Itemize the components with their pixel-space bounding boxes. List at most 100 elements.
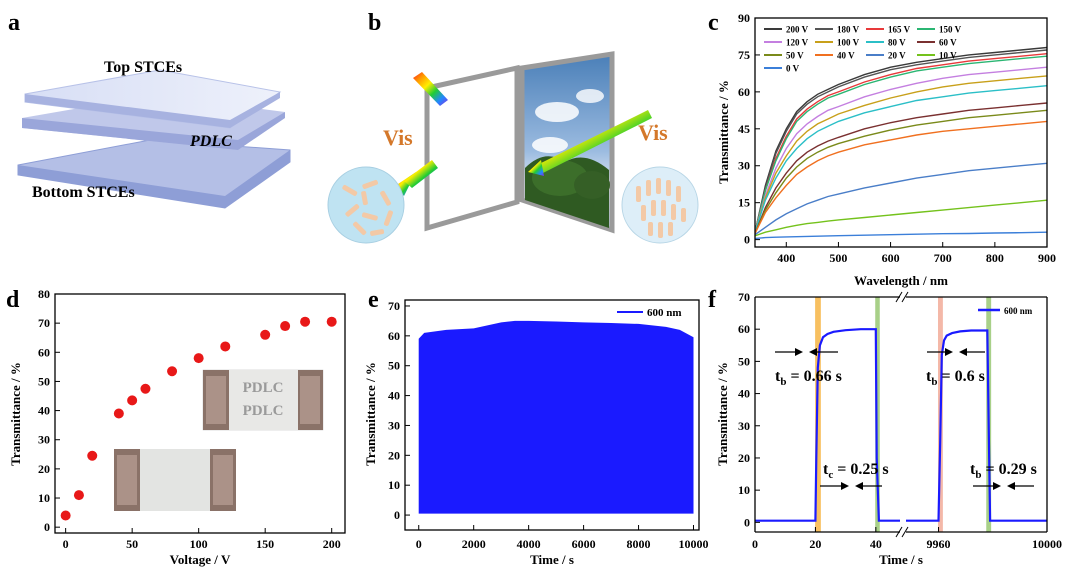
chart-c-legend-label-3: 150 V	[939, 25, 962, 35]
tb2-symbol: t	[926, 368, 932, 385]
panel-c-label: c	[708, 10, 719, 36]
chart-e-legend-label: 600 nm	[647, 307, 682, 319]
chart-c-xtick-label-3: 700	[934, 251, 952, 265]
chart-e-xtick-label-1: 2000	[462, 537, 486, 551]
chart-e-ytick-label-3: 30	[388, 418, 400, 432]
bottom-stces-label: Bottom STCEs	[32, 184, 135, 201]
vis-label-right: Vis	[638, 120, 668, 145]
chart-d-xtick-label-1: 50	[126, 537, 138, 551]
chart-c-legend-label-4: 120 V	[786, 38, 809, 48]
chart-c-legend: 200 V 180 V 165 V 150 V 120 V 100 V 80 V 60 V 50…	[764, 25, 962, 74]
chart-d-point-4	[127, 395, 138, 406]
chart-c-frame	[754, 17, 1048, 248]
chart-f-ytick-label-6: 60	[738, 322, 750, 336]
chart-c-series-8	[755, 109, 1047, 234]
vis-label-left: Vis	[383, 125, 413, 150]
chart-f-legend-label: 600 nm	[1004, 306, 1033, 316]
chart-c-series-12	[755, 231, 1047, 240]
tb3-symbol: t	[970, 461, 976, 478]
chart-c-xtick-label-2: 600	[882, 251, 900, 265]
chart-d-ytick-label-6: 60	[38, 345, 50, 359]
chart-f-annotation-tb3: tb = 0.29 s	[970, 461, 1037, 490]
chart-d-xtick-label-2: 100	[190, 537, 208, 551]
panel-d: d PDLC PDLC 0 50 100 150 200 0 10 20 30 40 50 60 70 8…	[6, 287, 346, 567]
chart-c-xtick-label-1: 500	[829, 251, 847, 265]
chart-e-ytick-label-1: 10	[388, 478, 400, 492]
tc-text: tc = 0.25 s	[823, 461, 889, 481]
chart-c-ytick-label-4: 60	[738, 85, 750, 99]
chart-c-xtick-label-4: 800	[986, 251, 1004, 265]
chart-d-point-3	[113, 408, 124, 419]
chart-c-ytick-label-2: 30	[738, 159, 750, 173]
chart-c-series-9	[755, 120, 1047, 234]
chart-e-xtick-label-3: 6000	[572, 537, 596, 551]
chart-c-ytick-label-6: 90	[738, 11, 750, 25]
chart-f-ytick-label-1: 10	[738, 483, 750, 497]
panel-e-label: e	[368, 287, 379, 313]
chart-f-lines	[755, 328, 1047, 522]
chart-d-xtick-label-3: 150	[256, 537, 274, 551]
chart-c-legend-label-11: 10 V	[939, 51, 957, 61]
tb1-subscript: b	[780, 376, 786, 388]
chart-c-series-2	[755, 53, 1047, 233]
chart-c-series-11	[755, 199, 1047, 237]
chart-e-xtick-label-4: 8000	[627, 537, 651, 551]
chart-f-frame	[754, 291, 1048, 538]
chart-c-legend-label-0: 200 V	[786, 25, 809, 35]
chart-f-xtick-label-2: 40	[870, 537, 882, 551]
chart-c-legend-label-1: 180 V	[837, 25, 860, 35]
chart-c-legend-label-2: 165 V	[888, 25, 911, 35]
chart-f-legend: 600 nm	[978, 306, 1033, 316]
chart-d-ytick-label-7: 70	[38, 316, 50, 330]
chart-c-series-5	[755, 75, 1047, 233]
chart-d-axes: 0 50 100 150 200 0 10 20 30 40 50 60 70 80	[38, 287, 341, 551]
tb2-subscript: b	[931, 376, 937, 388]
chart-f-xlabel: Time / s	[879, 552, 923, 567]
window-right-pane	[519, 51, 615, 234]
chart-e-ytick-label-6: 60	[388, 329, 400, 343]
top-stces-label: Top STCEs	[104, 59, 182, 76]
chart-f-ytick-label-7: 70	[738, 290, 750, 304]
chart-c-ytick-label-3: 45	[738, 122, 750, 136]
tb1-text: tb = 0.66 s	[775, 368, 842, 388]
chart-e-frame	[404, 299, 700, 531]
chart-e-ytick-label-5: 50	[388, 359, 400, 373]
chart-e-xlabel: Time / s	[530, 552, 574, 567]
chart-d-ytick-label-5: 50	[38, 374, 50, 388]
chart-e-ytick-label-2: 20	[388, 448, 400, 462]
chart-d-points	[60, 316, 337, 521]
chart-c-legend-label-8: 50 V	[786, 51, 804, 61]
chart-d-inset-photo-on: PDLC PDLC	[202, 369, 324, 431]
chart-d-ytick-label-2: 20	[38, 462, 50, 476]
chart-f-xtick-label-4: 10000	[1032, 537, 1062, 551]
panel-b: b Vis Vis	[327, 10, 699, 244]
chart-d-point-1	[73, 490, 84, 501]
chart-c-xtick-label-0: 400	[777, 251, 795, 265]
tb3-subscript: b	[975, 469, 981, 481]
tb3-text: tb = 0.29 s	[970, 461, 1037, 481]
chart-d-ytick-label-4: 40	[38, 404, 50, 418]
chart-d-ytick-label-0: 0	[44, 520, 50, 534]
tb2-text: tb = 0.6 s	[926, 368, 985, 388]
chart-d-ylabel: Transmittance / %	[8, 362, 23, 466]
tb1-value: = 0.66 s	[786, 368, 841, 385]
chart-f-ytick-label-4: 40	[738, 387, 750, 401]
chart-c-legend-label-6: 80 V	[888, 38, 906, 48]
chart-c-axes: 400 500 600 700 800 900 0 15 30 45 60 75 90	[738, 11, 1056, 265]
panel-f: f 0 20 40 9960 10000 0 10 20 30 40 50 60 70 600 nm	[708, 287, 1062, 567]
panel-b-label: b	[368, 10, 381, 36]
panel-e: e 0 2000 4000 6000 8000 10000010203040506070 …	[363, 287, 709, 567]
chart-c-ytick-label-1: 15	[738, 196, 750, 210]
panel-d-label: d	[6, 287, 20, 313]
tc-symbol: t	[823, 461, 829, 478]
chart-c-legend-label-10: 20 V	[888, 51, 906, 61]
chart-d-frame	[54, 293, 346, 534]
chart-c-series-6	[755, 85, 1047, 233]
chart-f-xtick-label-1: 20	[809, 537, 821, 551]
chart-d-point-6	[167, 366, 178, 377]
tb1-symbol: t	[775, 368, 781, 385]
chart-e-xtick-label-0: 0	[416, 537, 422, 551]
chart-c-series-10	[755, 162, 1047, 236]
chart-e-ytick-label-7: 70	[388, 299, 400, 313]
tb2-value: = 0.6 s	[937, 368, 984, 385]
